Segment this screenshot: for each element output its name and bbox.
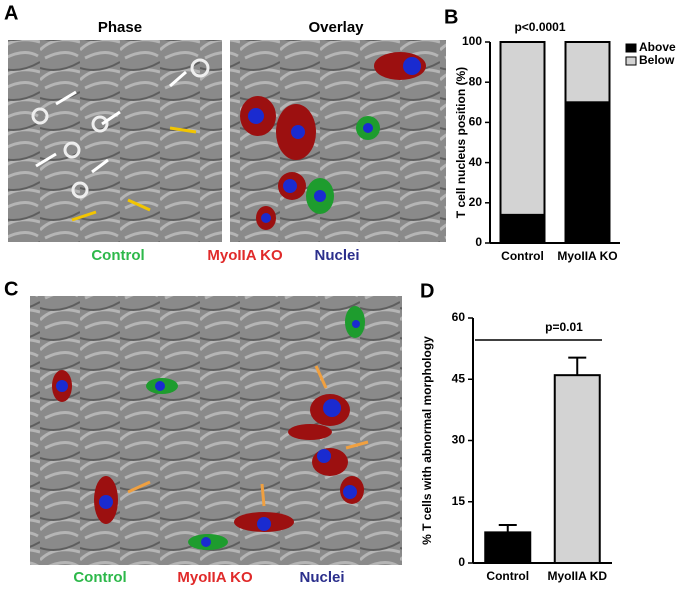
bar-segment — [564, 41, 611, 104]
legend-label: MyoIIA KO — [207, 247, 283, 264]
legend-label: Above — [639, 40, 676, 54]
overlay-cells-c — [52, 306, 365, 550]
x-tick-label: Control — [486, 569, 529, 583]
phase-cells — [31, 58, 210, 199]
y-tick-label: 45 — [452, 371, 466, 385]
y-axis-label: % T cells with abnormal morphology — [420, 336, 434, 545]
p-value: p<0.0001 — [514, 20, 565, 34]
bar-segment — [564, 101, 611, 244]
legend-label: Nuclei — [314, 247, 359, 264]
panel-label: C — [4, 278, 18, 300]
legend-label: Below — [639, 53, 675, 67]
legend-label: Nuclei — [299, 569, 344, 586]
image-title: Overlay — [308, 19, 364, 36]
y-tick-label: 60 — [469, 115, 483, 129]
x-tick-label: MyoIIA KD — [547, 569, 607, 583]
panel-label: A — [4, 2, 18, 24]
y-tick-label: 60 — [452, 310, 466, 324]
x-tick-label: Control — [501, 249, 544, 263]
y-tick-label: 100 — [462, 34, 482, 48]
y-tick-label: 0 — [458, 555, 465, 569]
y-tick-label: 15 — [452, 494, 466, 508]
phase-image — [8, 40, 222, 242]
panel-label: B — [444, 6, 458, 28]
bar — [553, 374, 601, 564]
overlay-image-c — [30, 296, 402, 565]
legend-label: MyoIIA KO — [177, 569, 253, 586]
p-value: p=0.01 — [545, 320, 583, 334]
overlay-cells — [240, 52, 426, 230]
legend-swatch — [625, 43, 637, 53]
panel-label: D — [420, 280, 434, 302]
legend-label: Control — [91, 247, 144, 264]
bar — [484, 531, 532, 564]
y-tick-label: 30 — [452, 433, 466, 447]
y-tick-label: 20 — [469, 195, 483, 209]
legend-swatch — [625, 56, 637, 66]
legend-label: Control — [73, 569, 126, 586]
arrows — [35, 70, 197, 222]
bar-segment — [499, 41, 546, 216]
bar-segment — [499, 213, 546, 244]
y-axis-label: T cell nucleus position (%) — [454, 67, 468, 218]
y-tick-label: 0 — [475, 235, 482, 249]
x-tick-label: MyoIIA KO — [557, 249, 617, 263]
y-tick-label: 80 — [469, 74, 483, 88]
image-title: Phase — [98, 19, 142, 36]
arrows-c — [127, 365, 369, 507]
y-tick-label: 40 — [469, 155, 483, 169]
